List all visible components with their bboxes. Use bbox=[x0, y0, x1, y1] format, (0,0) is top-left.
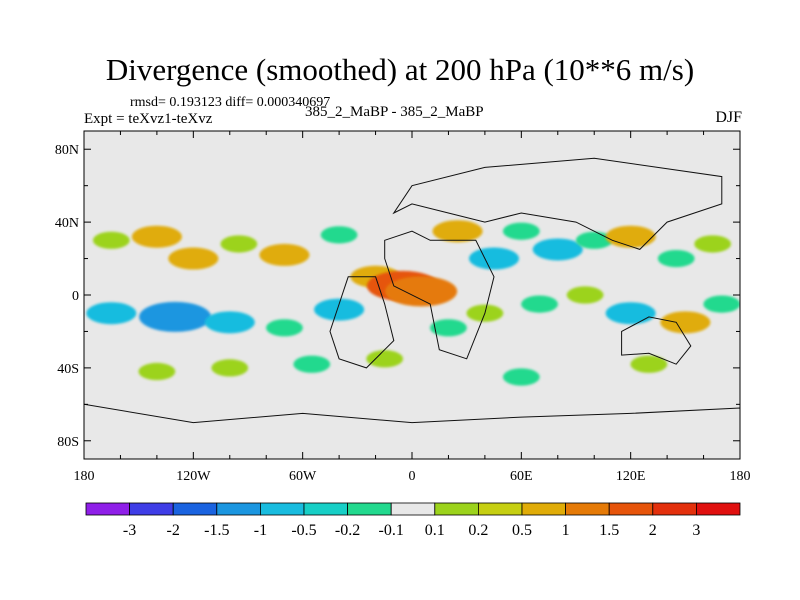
colorbar-box-12 bbox=[565, 502, 610, 516]
coast-antarctica bbox=[84, 403, 740, 459]
experiment-label: Expt = teXvz1-teXvz bbox=[84, 111, 213, 127]
colorbar-box-15 bbox=[696, 502, 741, 516]
colorbar-box-10 bbox=[477, 502, 523, 516]
field-blob-19 bbox=[139, 301, 212, 332]
field-blob-26 bbox=[521, 295, 558, 313]
field-blob-9 bbox=[385, 276, 458, 307]
field-blob-18 bbox=[86, 302, 137, 325]
colorbar-box-11 bbox=[521, 502, 566, 516]
colorbar-box-14 bbox=[652, 502, 697, 516]
field-blob-16 bbox=[657, 249, 695, 268]
colorbar-label-12: 1.5 bbox=[599, 522, 619, 539]
field-blob-13 bbox=[532, 238, 583, 261]
field-blob-4 bbox=[220, 235, 258, 253]
y-tick-label-5: 80S bbox=[57, 435, 79, 450]
field-blob-30 bbox=[703, 295, 740, 313]
colorbar-label-2: -2 bbox=[167, 522, 180, 539]
field-blob-22 bbox=[314, 298, 365, 321]
colorbar-label-11: 1 bbox=[562, 522, 570, 539]
field-blob-10 bbox=[432, 220, 483, 243]
coast-australia bbox=[621, 316, 692, 365]
x-tick-label-4: 0 bbox=[409, 469, 416, 484]
x-tick-label-1: 180 bbox=[74, 469, 95, 484]
field-blob-34 bbox=[502, 368, 540, 386]
colorbar-box-8 bbox=[390, 502, 436, 516]
y-tick-label-1: 80N bbox=[55, 143, 79, 158]
x-tick-label-7: 180 bbox=[730, 469, 751, 484]
field-blob-33 bbox=[293, 355, 331, 373]
field-blob-12 bbox=[502, 222, 540, 240]
x-tick-label-2: 120W bbox=[176, 469, 211, 484]
x-tick-label-6: 120E bbox=[616, 469, 646, 484]
colorbar-box-5 bbox=[259, 502, 305, 516]
field-blob-5 bbox=[259, 243, 310, 266]
colorbar-box-4 bbox=[216, 502, 261, 516]
colorbar-label-7: -0.1 bbox=[379, 522, 404, 539]
colorbar-label-3: -1.5 bbox=[204, 522, 229, 539]
colorbar-label-1: -3 bbox=[123, 522, 136, 539]
colorbar-label-8: 0.1 bbox=[425, 522, 445, 539]
field-blob-27 bbox=[566, 286, 604, 304]
field-blob-1 bbox=[92, 231, 130, 249]
field-blob-29 bbox=[660, 311, 711, 334]
field-blob-23 bbox=[366, 350, 404, 368]
coast-africa bbox=[384, 230, 495, 360]
y-tick-label-2: 40N bbox=[55, 216, 79, 231]
colorbar-box-9 bbox=[434, 502, 479, 516]
colorbar-box-13 bbox=[608, 502, 654, 516]
coast-south-america bbox=[329, 276, 395, 369]
field-blob-32 bbox=[211, 359, 249, 377]
field-blob-28 bbox=[605, 302, 656, 325]
field-blob-2 bbox=[131, 225, 182, 248]
x-tick-label-3: 60W bbox=[289, 469, 317, 484]
season-label: DJF bbox=[715, 109, 742, 126]
colorbar-label-10: 0.5 bbox=[512, 522, 532, 539]
field-blob-15 bbox=[605, 225, 656, 248]
case-names-label: 385_2_MaBP - 385_2_MaBP bbox=[305, 104, 484, 120]
colorbar-box-1 bbox=[85, 502, 130, 516]
field-blob-31 bbox=[138, 362, 176, 381]
coast-eurasia bbox=[392, 157, 723, 250]
field-blob-11 bbox=[469, 247, 519, 270]
colorbar-label-4: -1 bbox=[254, 522, 267, 539]
field-blob-20 bbox=[204, 311, 255, 334]
field-blob-3 bbox=[168, 247, 219, 270]
field-blob-6 bbox=[320, 226, 358, 244]
colorbar-label-14: 3 bbox=[692, 522, 700, 539]
rmsd-diff-label: rmsd= 0.193123 diff= 0.000340697 bbox=[130, 95, 331, 110]
colorbar-label-6: -0.2 bbox=[335, 522, 360, 539]
colorbar-box-2 bbox=[129, 502, 174, 516]
colorbar-box-3 bbox=[172, 502, 218, 516]
colorbar-label-5: -0.5 bbox=[291, 522, 316, 539]
y-tick-label-4: 40S bbox=[57, 362, 79, 377]
field-blob-21 bbox=[266, 319, 303, 337]
chart-title: Divergence (smoothed) at 200 hPa (10**6 … bbox=[105, 52, 695, 87]
y-tick-label-3: 0 bbox=[72, 289, 79, 304]
field-blob-17 bbox=[694, 235, 732, 253]
colorbar-label-13: 2 bbox=[649, 522, 657, 539]
y-axis: 80N 40N 0 40S 80S bbox=[55, 143, 740, 450]
x-tick-label-5: 60E bbox=[510, 469, 533, 484]
colorbar-box-6 bbox=[303, 502, 348, 516]
colorbar-box-7 bbox=[347, 502, 392, 516]
coastlines bbox=[84, 157, 740, 459]
field-blob-35 bbox=[630, 355, 668, 373]
x-axis: 180 120W 60W 0 60E 120E 180 bbox=[74, 131, 751, 484]
colorbar: -3 -2 -1.5 -1 -0.5 -0.2 -0.1 0.1 0.2 0.5 1 1.5 2 3 bbox=[85, 502, 741, 539]
field-blob-24 bbox=[430, 319, 467, 337]
colorbar-label-9: 0.2 bbox=[468, 522, 488, 539]
